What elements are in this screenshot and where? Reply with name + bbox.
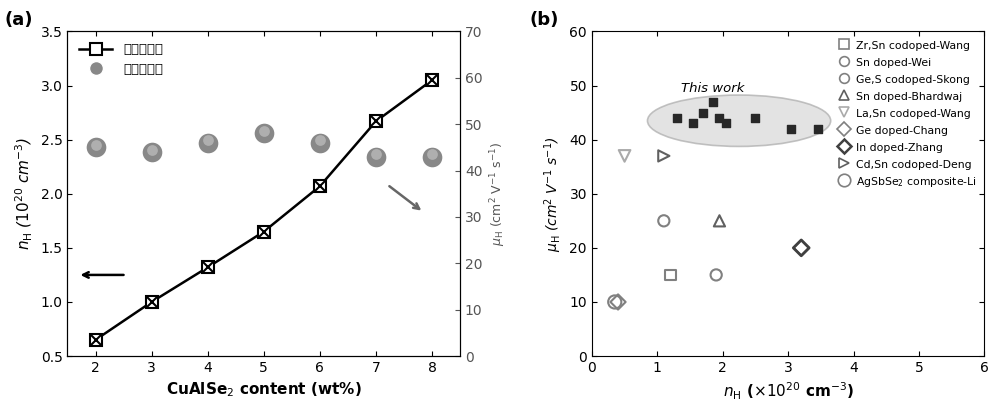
Legend: Zr,Sn codoped-Wang, Sn doped-Wei, Ge,S codoped-Skong, Sn doped-Bhardwaj, La,Sn c: Zr,Sn codoped-Wang, Sn doped-Wei, Ge,S c… (835, 37, 979, 192)
Ellipse shape (647, 95, 831, 147)
X-axis label: CuAlSe$_2$ content (wt%): CuAlSe$_2$ content (wt%) (166, 380, 362, 399)
Point (669, 115, 685, 121)
Y-axis label: $\mu_{\rm H}$ (cm$^2$ V$^{-1}$ s$^{-1}$): $\mu_{\rm H}$ (cm$^2$ V$^{-1}$ s$^{-1}$) (488, 142, 508, 246)
Point (144, 149, 160, 155)
Point (617, 152, 633, 159)
Point (747, 115, 763, 121)
Point (708, 272, 724, 278)
Point (685, 120, 701, 127)
载流子浓度 (146, 299, 158, 304)
Text: This work: This work (681, 82, 745, 95)
Point (424, 151, 440, 158)
Point (368, 151, 384, 158)
Point (711, 218, 727, 224)
Point (200, 137, 216, 144)
Point (312, 137, 328, 144)
Point (256, 130, 272, 137)
载流子浓度 (370, 119, 382, 124)
Point (610, 299, 626, 305)
Point (705, 98, 721, 105)
载流子浓度 (90, 337, 102, 342)
Point (144, 147, 160, 153)
Point (718, 120, 734, 127)
Point (656, 152, 672, 159)
Point (368, 153, 384, 160)
Point (256, 128, 272, 135)
Line: 载流子浓度: 载流子浓度 (89, 74, 438, 346)
Point (810, 126, 826, 132)
Point (656, 218, 672, 224)
Point (793, 244, 809, 251)
Point (607, 299, 623, 305)
Text: (a): (a) (5, 11, 33, 29)
Y-axis label: $\mu_{\rm H}$ (cm$^2$ V$^{-1}$ s$^{-1}$): $\mu_{\rm H}$ (cm$^2$ V$^{-1}$ s$^{-1}$) (542, 136, 564, 252)
Point (793, 244, 809, 251)
X-axis label: $n_{\rm H}$ ($\times10^{20}$ cm$^{-3}$): $n_{\rm H}$ ($\times10^{20}$ cm$^{-3}$) (723, 380, 854, 402)
载流子浓度 (426, 78, 438, 83)
Point (200, 140, 216, 146)
Point (424, 153, 440, 160)
Legend: 载流子浓度, 霍尔迁移率: 载流子浓度, 霍尔迁移率 (74, 38, 168, 81)
Point (88, 142, 104, 148)
Point (695, 109, 711, 116)
Point (711, 115, 727, 121)
载流子浓度 (314, 184, 326, 189)
Point (783, 126, 799, 132)
Text: (b): (b) (529, 11, 558, 29)
载流子浓度 (258, 229, 270, 234)
Point (88, 144, 104, 151)
Point (662, 272, 678, 278)
载流子浓度 (202, 265, 214, 270)
Y-axis label: $n_{\rm H}$ ($10^{20}$ cm$^{-3}$): $n_{\rm H}$ ($10^{20}$ cm$^{-3}$) (14, 137, 35, 250)
Point (312, 140, 328, 146)
